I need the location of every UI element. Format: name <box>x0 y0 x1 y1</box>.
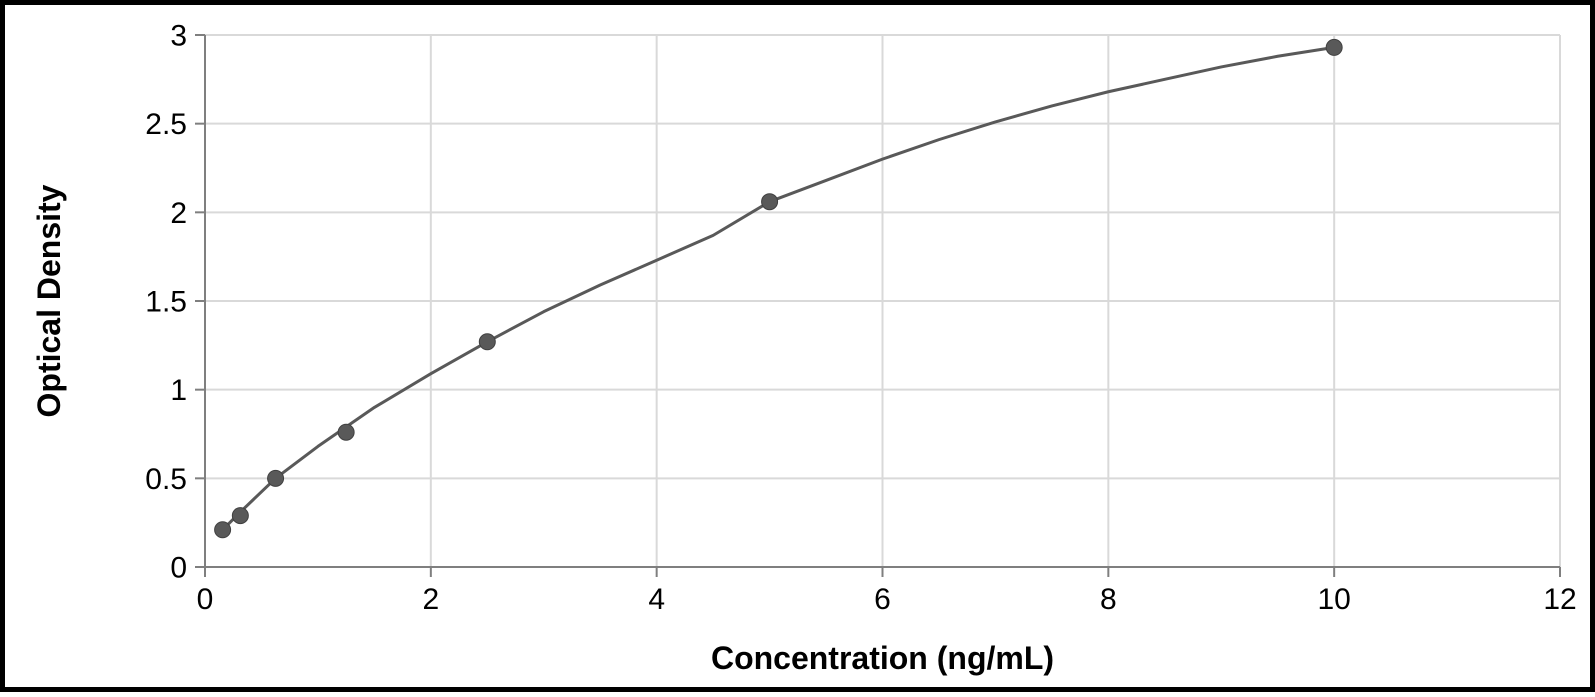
x-tick-label: 2 <box>422 583 439 616</box>
x-tick-label: 0 <box>197 583 214 616</box>
y-tick-label: 1 <box>170 374 187 407</box>
y-tick-label: 0 <box>170 552 187 585</box>
y-axis-label: Optical Density <box>31 184 67 417</box>
x-tick-label: 4 <box>648 583 665 616</box>
data-point <box>762 194 778 210</box>
y-tick-label: 1.5 <box>145 286 187 319</box>
y-tick-label: 3 <box>170 20 187 53</box>
x-tick-label: 6 <box>874 583 891 616</box>
x-tick-label: 12 <box>1543 583 1576 616</box>
x-tick-label: 10 <box>1317 583 1350 616</box>
data-point <box>268 470 284 486</box>
x-axis-label: Concentration (ng/mL) <box>711 640 1054 676</box>
chart-svg: 0 2 4 6 8 10 12 0 0.5 1 1.5 2 2.5 3 Concentration (ng/… <box>5 5 1595 697</box>
y-tick-label: 2 <box>170 197 187 230</box>
data-point <box>1326 39 1342 55</box>
x-tick-label: 8 <box>1100 583 1117 616</box>
chart-container: 0 2 4 6 8 10 12 0 0.5 1 1.5 2 2.5 3 Concentration (ng/… <box>0 0 1595 692</box>
data-point <box>479 334 495 350</box>
data-point <box>338 424 354 440</box>
y-tick-label: 0.5 <box>145 463 187 496</box>
y-tick-label: 2.5 <box>145 108 187 141</box>
data-point <box>232 508 248 524</box>
data-point <box>215 522 231 538</box>
